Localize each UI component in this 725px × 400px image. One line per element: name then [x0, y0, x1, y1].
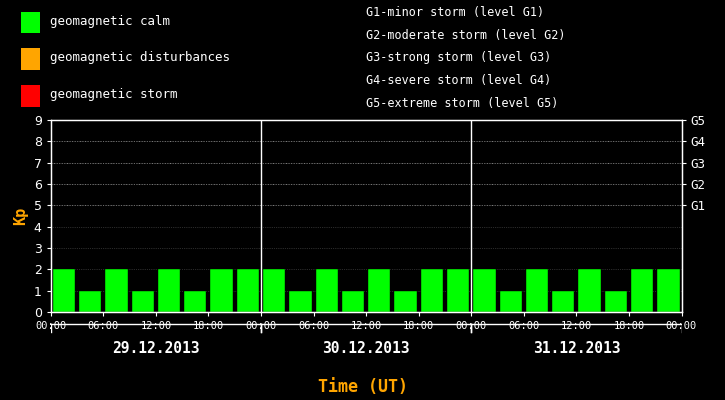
Text: G4-severe storm (level G4): G4-severe storm (level G4)	[366, 74, 552, 87]
Bar	[394, 291, 417, 312]
Text: Time (UT): Time (UT)	[318, 378, 407, 396]
Bar	[420, 269, 443, 312]
Bar	[79, 291, 102, 312]
Bar	[21, 85, 40, 107]
Bar	[21, 12, 40, 33]
Y-axis label: Kp: Kp	[13, 207, 28, 225]
Text: G5-extreme storm (level G5): G5-extreme storm (level G5)	[366, 97, 558, 110]
Bar	[631, 269, 653, 312]
Bar	[473, 269, 496, 312]
Bar	[552, 291, 574, 312]
Text: 30.12.2013: 30.12.2013	[323, 341, 410, 356]
Text: geomagnetic storm: geomagnetic storm	[49, 88, 177, 101]
Text: geomagnetic disturbances: geomagnetic disturbances	[49, 52, 230, 64]
Bar	[605, 291, 627, 312]
Bar	[368, 269, 391, 312]
Bar	[500, 291, 522, 312]
Bar	[526, 269, 548, 312]
Bar	[263, 269, 286, 312]
Text: G2-moderate storm (level G2): G2-moderate storm (level G2)	[366, 29, 566, 42]
Bar	[657, 269, 679, 312]
Bar	[131, 291, 154, 312]
Bar	[315, 269, 338, 312]
Bar	[21, 48, 40, 70]
Bar	[210, 269, 233, 312]
Text: geomagnetic calm: geomagnetic calm	[49, 15, 170, 28]
Bar	[184, 291, 207, 312]
Bar	[289, 291, 312, 312]
Bar	[236, 269, 259, 312]
Bar	[579, 269, 601, 312]
Bar	[341, 291, 364, 312]
Bar	[447, 269, 469, 312]
Text: G1-minor storm (level G1): G1-minor storm (level G1)	[366, 6, 544, 19]
Bar	[158, 269, 181, 312]
Text: G3-strong storm (level G3): G3-strong storm (level G3)	[366, 52, 552, 64]
Text: 31.12.2013: 31.12.2013	[533, 341, 620, 356]
Bar	[105, 269, 128, 312]
Text: 29.12.2013: 29.12.2013	[112, 341, 199, 356]
Bar	[53, 269, 75, 312]
